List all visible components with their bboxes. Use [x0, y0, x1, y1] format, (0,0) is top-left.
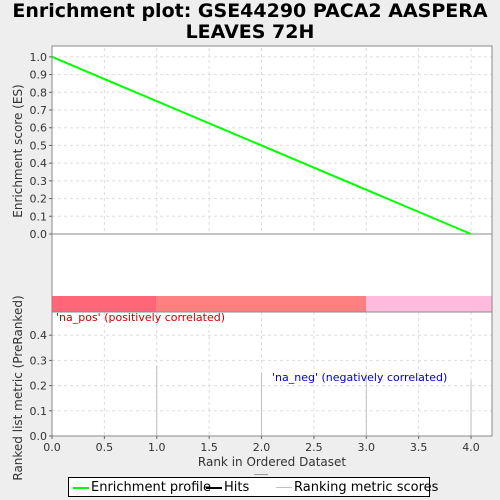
legend-profile-label: Enrichment profile [91, 480, 211, 495]
es-y-tick-label: 0.0 [30, 228, 48, 241]
rank-color-band-segment [366, 296, 492, 312]
legend-hits-swatch [206, 487, 222, 489]
es-y-tick-label: 0.7 [30, 104, 48, 117]
es-y-tick-label: 0.2 [30, 193, 48, 206]
metric-y-tick-label: 0.2 [30, 380, 48, 393]
x-tick-label: 0.5 [96, 441, 114, 454]
pos-correlated-label: 'na_pos' (positively correlated) [56, 311, 225, 324]
es-y-tick-label: 0.3 [30, 175, 48, 188]
metric-y-tick-label: 0.4 [30, 329, 48, 342]
metric-panel-frame [51, 311, 493, 437]
es-y-tick-label: 0.5 [30, 139, 48, 152]
es-panel-bg [52, 46, 492, 312]
legend-profile-swatch [73, 487, 89, 489]
metric-y-tick-label: 0.1 [30, 405, 48, 418]
metric-y-tick-label: 0.3 [30, 354, 48, 367]
enrichment-profile-line [51, 55, 472, 235]
x-tick-label: 2.5 [305, 441, 323, 454]
legend-ranking-label: Ranking metric scores [294, 480, 439, 495]
legend: Enrichment profile Hits Ranking metric s… [68, 474, 438, 497]
x-tick-label: 4.0 [462, 441, 480, 454]
neg-correlated-label: 'na_neg' (negatively correlated) [272, 371, 447, 384]
chart-title: Enrichment plot: GSE44290 PACA2 AASPERA … [0, 1, 500, 43]
es-y-axis-label: Enrichment score (ES) [11, 84, 25, 217]
x-tick-label: 1.0 [148, 441, 166, 454]
es-y-tick-label: 0.1 [30, 210, 48, 223]
x-tick-label: 2.0 [253, 441, 271, 454]
x-tick-label: 0.0 [43, 441, 61, 454]
legend-ranking-swatch [254, 474, 268, 475]
metric-y-axis-label: Ranked list metric (PreRanked) [11, 295, 25, 480]
x-tick-label: 1.5 [200, 441, 218, 454]
es-y-tick-label: 0.9 [30, 69, 48, 82]
metric-y-tick-label: 0.0 [30, 430, 48, 443]
x-tick-label: 3.0 [358, 441, 376, 454]
es-y-tick-label: 0.8 [30, 86, 48, 99]
legend-ranking-swatch-2 [276, 487, 292, 488]
x-tick-label: 3.5 [410, 441, 428, 454]
es-y-tick-label: 0.4 [30, 157, 48, 170]
es-y-tick-label: 0.6 [30, 122, 48, 135]
title-line-1: Enrichment plot: GSE44290 PACA2 AASPERA [12, 0, 488, 22]
legend-hits-label: Hits [224, 480, 250, 495]
title-line-2: LEAVES 72H [185, 21, 315, 43]
rank-color-band-segment [52, 296, 157, 312]
es-y-tick-label: 1.0 [30, 51, 48, 64]
rank-color-band-segment [156, 296, 367, 312]
x-axis-label: Rank in Ordered Dataset [198, 455, 346, 469]
